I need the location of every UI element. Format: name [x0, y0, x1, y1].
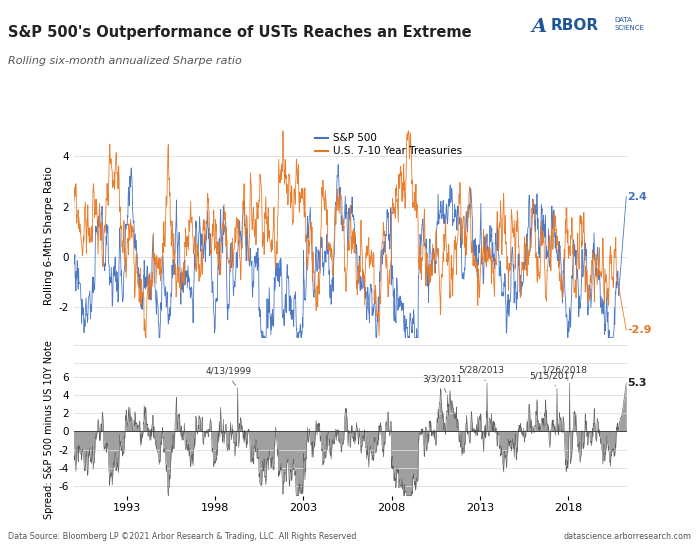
Y-axis label: Spread: S&P 500 minus US 10Y Note: Spread: S&P 500 minus US 10Y Note: [44, 340, 54, 519]
Text: 5/28/2013: 5/28/2013: [458, 366, 505, 381]
Text: 2.4: 2.4: [627, 192, 648, 202]
Text: RBOR: RBOR: [551, 18, 599, 33]
Text: 3/3/2011: 3/3/2011: [423, 374, 463, 393]
Text: 4/13/1999: 4/13/1999: [206, 367, 252, 385]
Text: DATA
SCIENCE: DATA SCIENCE: [615, 17, 645, 31]
Text: -2.9: -2.9: [627, 325, 652, 335]
Text: Rolling six-month annualized Sharpe ratio: Rolling six-month annualized Sharpe rati…: [8, 56, 242, 66]
Text: S&P 500's Outperformance of USTs Reaches an Extreme: S&P 500's Outperformance of USTs Reaches…: [8, 25, 472, 40]
Text: 1/26/2018: 1/26/2018: [542, 366, 588, 381]
Text: A: A: [532, 18, 547, 36]
Text: 5/15/2017: 5/15/2017: [529, 371, 575, 386]
Y-axis label: Rolling 6-Mth Sharpe Ratio: Rolling 6-Mth Sharpe Ratio: [44, 166, 54, 305]
Text: datascience.arborresearch.com: datascience.arborresearch.com: [564, 532, 692, 541]
Legend: S&P 500, U.S. 7-10 Year Treasuries: S&P 500, U.S. 7-10 Year Treasuries: [312, 129, 466, 161]
Text: Data Source: Bloomberg LP ©2021 Arbor Research & Trading, LLC. All Rights Reserv: Data Source: Bloomberg LP ©2021 Arbor Re…: [8, 532, 357, 541]
Text: 5.3: 5.3: [627, 378, 647, 388]
